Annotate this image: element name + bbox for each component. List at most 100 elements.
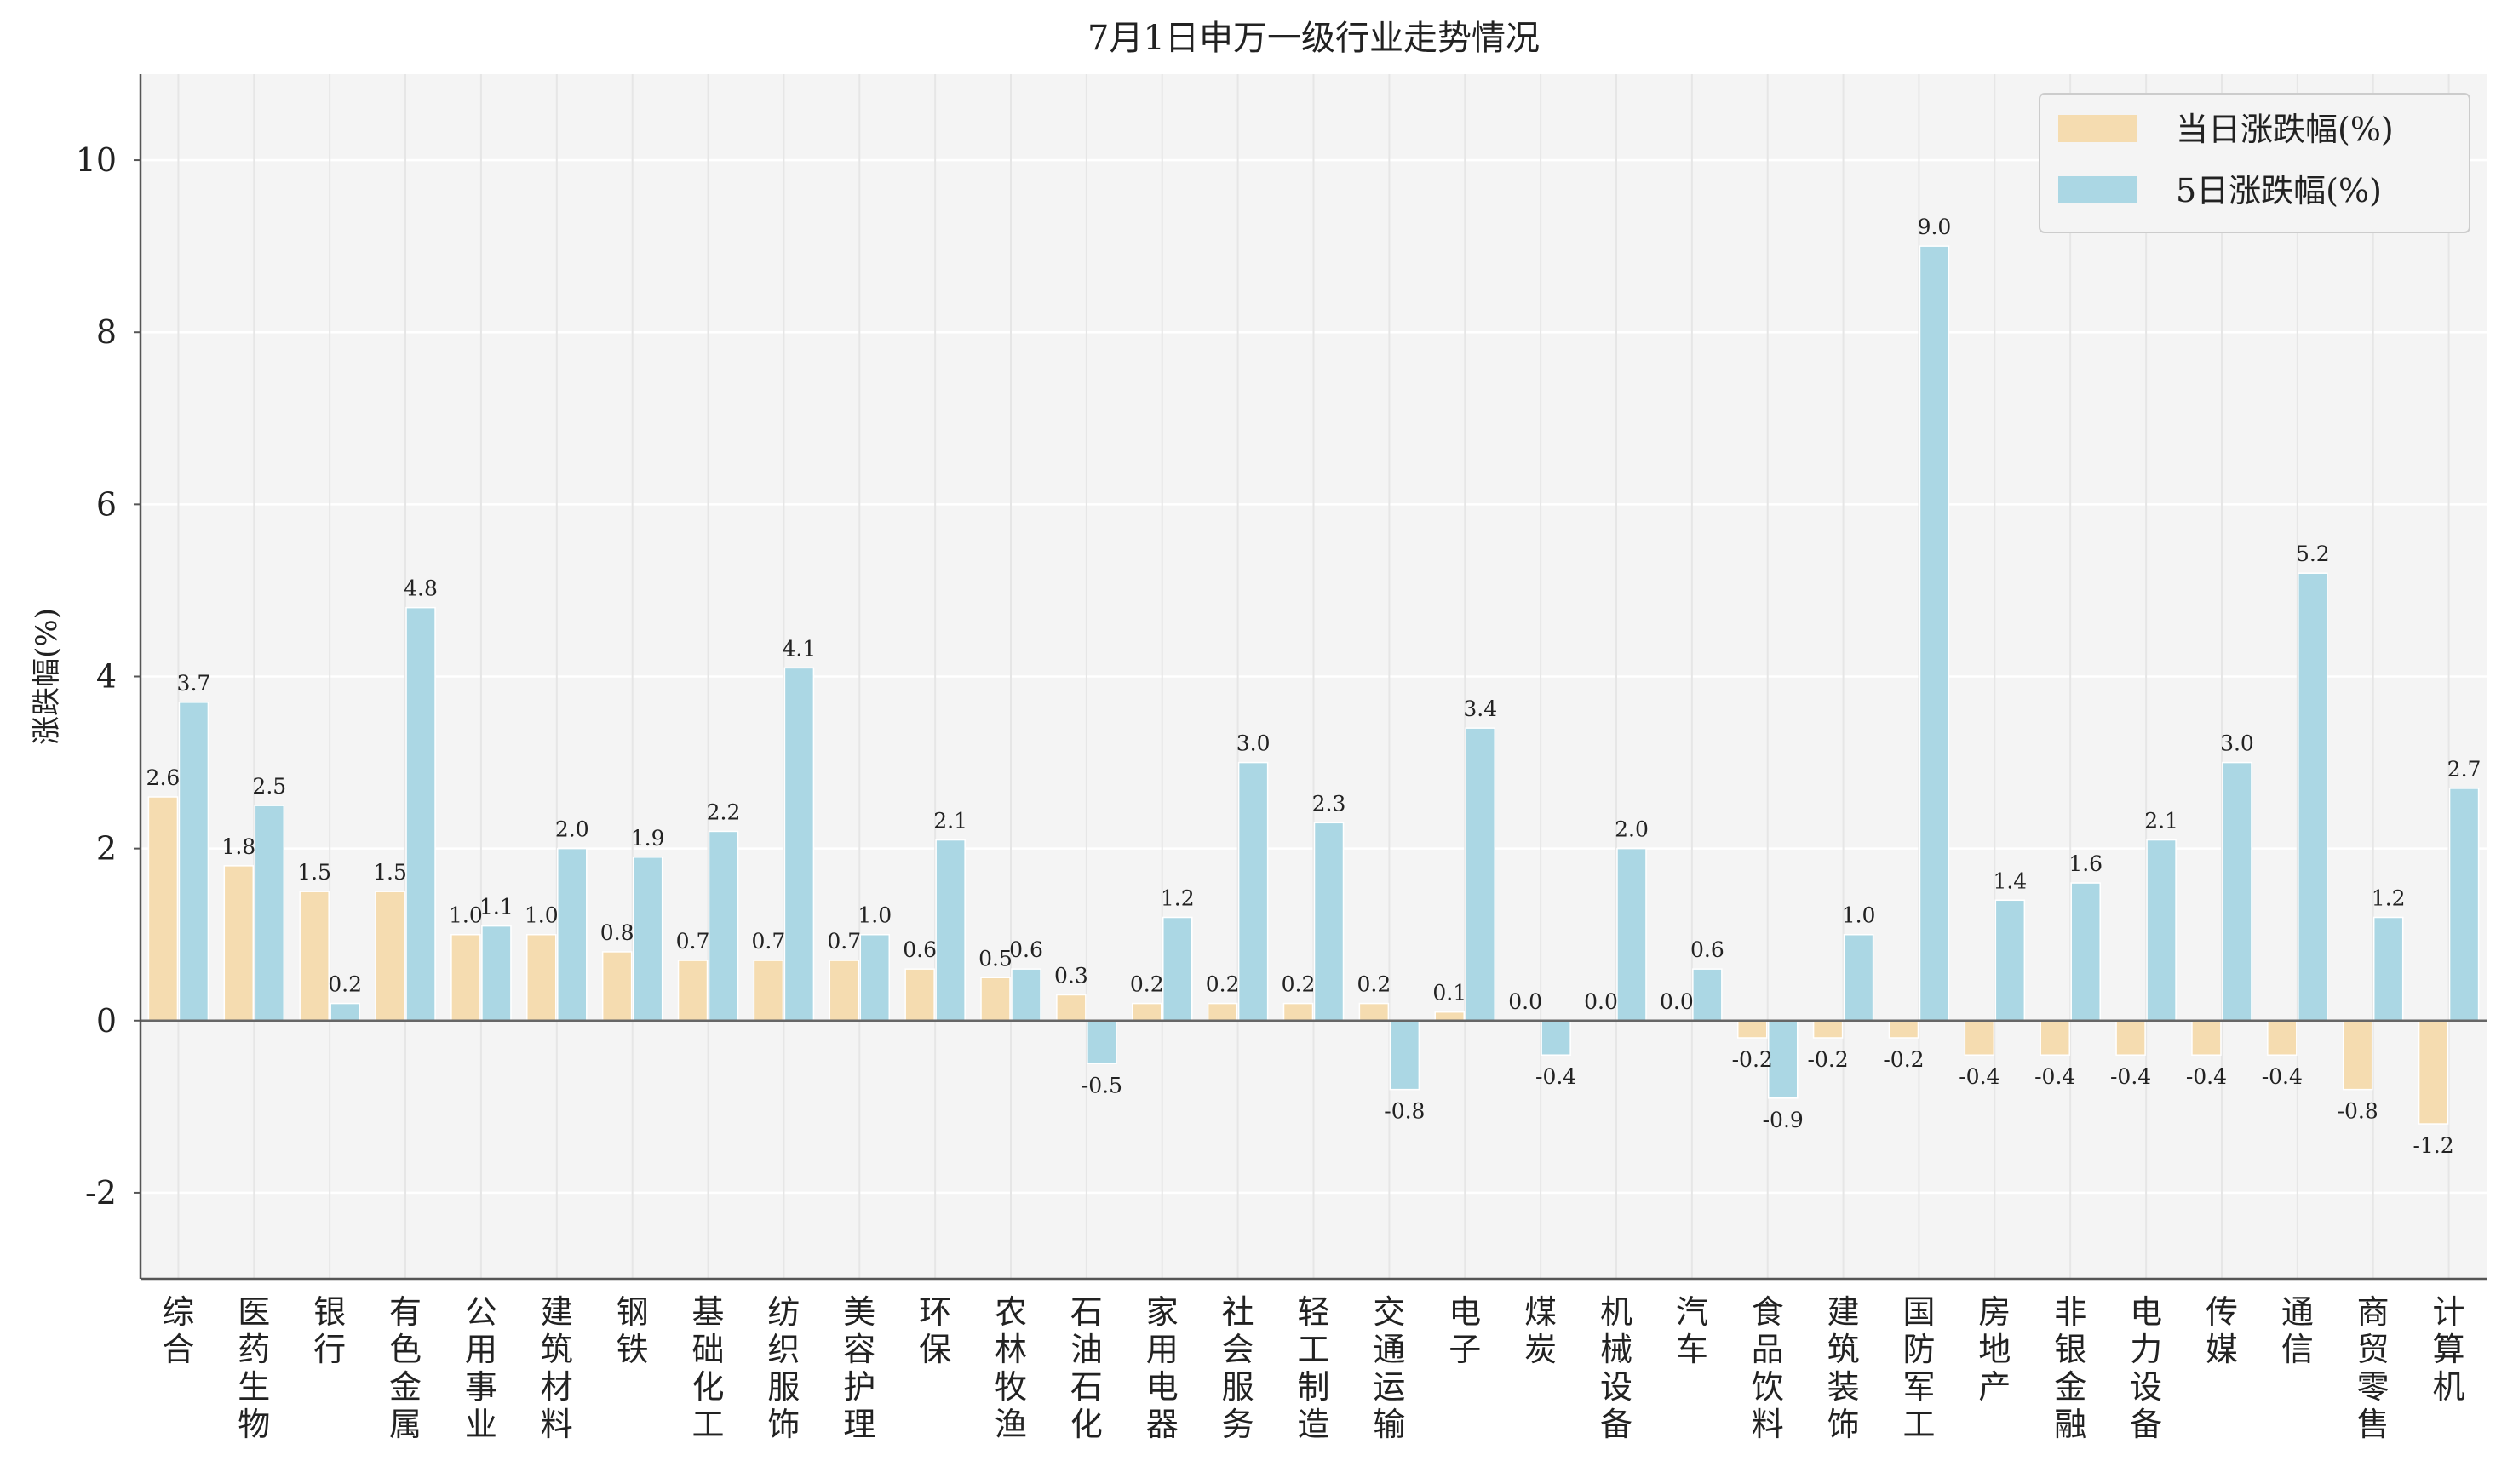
y-tick-label: 8 — [96, 313, 117, 351]
x-tick-label: 有色金属 — [389, 1293, 422, 1443]
data-label: 0.7 — [827, 929, 861, 954]
bar-daily — [753, 960, 784, 1022]
bar-daily — [1434, 1011, 1465, 1022]
data-label: 0.0 — [1508, 989, 1542, 1014]
data-label: 1.4 — [1993, 868, 2027, 893]
bar-five-day — [557, 847, 588, 1022]
data-label: -0.2 — [1732, 1047, 1773, 1072]
bar-daily — [829, 960, 860, 1022]
bars — [147, 245, 2480, 1125]
data-label: 0.2 — [1357, 972, 1391, 997]
data-label: 4.1 — [783, 636, 817, 661]
x-tick-label: 石油石化 — [1070, 1293, 1103, 1443]
bar-daily — [1132, 1002, 1162, 1022]
x-tick-label: 食品饮料 — [1752, 1293, 1784, 1443]
bar-daily — [2115, 1020, 2146, 1056]
bar-five-day — [330, 1002, 360, 1022]
data-label: 1.6 — [2068, 851, 2103, 876]
data-label: 1.0 — [858, 903, 892, 928]
bar-five-day — [2146, 839, 2177, 1022]
bar-daily — [1056, 994, 1087, 1022]
legend: 当日涨跌幅(%) 5日涨跌幅(%) — [2039, 93, 2470, 233]
data-label: 0.1 — [1432, 981, 1466, 1006]
data-label: 0.2 — [328, 972, 362, 997]
data-label: 1.2 — [2372, 886, 2406, 911]
x-tick-label: 机械设备 — [1600, 1293, 1632, 1443]
data-label: 3.0 — [1236, 731, 1271, 756]
bar-daily — [677, 960, 709, 1022]
x-tick-labels: 综合 医药生物 银行 有色金属 公用事业 建筑材料 钢铁 基础化工 纺织服饰 美容护理 环保 农林牧渔… — [162, 1293, 2464, 1443]
data-label: 9.0 — [1918, 215, 1952, 239]
chart-title: 7月1日申万一级行业走势情况 — [1087, 19, 1540, 58]
legend-box — [2039, 93, 2470, 233]
legend-swatch — [2058, 115, 2137, 142]
data-label: 0.2 — [1130, 972, 1164, 997]
bar-daily — [1736, 1020, 1768, 1039]
x-tick-label: 社会服务 — [1222, 1293, 1254, 1443]
bar-five-day — [1616, 847, 1647, 1022]
bar-five-day — [859, 933, 891, 1022]
data-label: 1.0 — [525, 903, 559, 928]
bar-five-day — [1313, 822, 1345, 1022]
x-tick-label: 银行 — [313, 1293, 346, 1368]
data-label: 2.7 — [2447, 757, 2481, 782]
data-label: 1.2 — [1161, 886, 1195, 911]
bar-daily — [601, 951, 633, 1022]
bar-five-day — [1541, 1020, 1571, 1056]
x-tick-label: 通信 — [2281, 1293, 2314, 1368]
data-label: 0.5 — [978, 946, 1013, 971]
data-label: -0.2 — [1883, 1047, 1924, 1072]
data-label: -0.4 — [2034, 1064, 2075, 1089]
data-label: -0.8 — [1384, 1099, 1425, 1124]
data-label: 3.0 — [2220, 731, 2254, 756]
x-tick-label: 商贸零售 — [2357, 1293, 2390, 1443]
y-tick-label: 0 — [96, 1002, 117, 1040]
data-label: 1.0 — [449, 903, 483, 928]
data-label: 1.5 — [373, 860, 407, 885]
y-axis-label: 涨跌幅(%) — [30, 608, 64, 745]
data-label: -0.4 — [1959, 1064, 1999, 1089]
x-tick-label: 房地产 — [1978, 1293, 2011, 1406]
legend-label: 当日涨跌幅(%) — [2176, 111, 2394, 148]
bar-daily — [450, 933, 481, 1022]
data-label: 5.2 — [2296, 541, 2330, 566]
x-tick-label: 农林牧渔 — [995, 1293, 1027, 1443]
y-tick-label: 2 — [96, 830, 117, 868]
bar-five-day — [708, 830, 739, 1022]
bar-five-day — [2070, 882, 2101, 1022]
data-label: 1.9 — [631, 826, 665, 851]
bar-daily — [1358, 1002, 1390, 1022]
data-label: 2.0 — [555, 817, 589, 842]
bar-five-day — [783, 667, 815, 1022]
bar-daily — [375, 891, 405, 1022]
data-label: -0.2 — [1807, 1047, 1848, 1072]
bar-daily — [1964, 1020, 1995, 1056]
data-label: 1.5 — [297, 860, 331, 885]
bar-daily — [2418, 1020, 2449, 1125]
data-label: 0.0 — [1660, 989, 1694, 1014]
data-label: -0.8 — [2338, 1099, 2378, 1124]
data-label: 0.6 — [1690, 937, 1724, 962]
bar-five-day — [935, 839, 966, 1022]
bar-daily — [904, 968, 935, 1022]
bar-five-day — [1237, 761, 1269, 1022]
bar-five-day — [1919, 245, 1950, 1022]
data-label: 2.3 — [1312, 791, 1346, 816]
x-tick-label: 电力设备 — [2130, 1293, 2162, 1443]
data-label: 3.4 — [1463, 696, 1497, 721]
bar-five-day — [1692, 968, 1723, 1022]
x-tick-label: 钢铁 — [617, 1293, 649, 1368]
bar-five-day — [632, 857, 663, 1022]
data-label: 1.8 — [221, 834, 255, 859]
x-tick-label: 计算机 — [2433, 1293, 2465, 1406]
x-tick-label: 美容护理 — [843, 1293, 875, 1443]
x-tick-label: 煤炭 — [1524, 1293, 1557, 1368]
x-tick-label: 综合 — [162, 1293, 194, 1368]
data-label: -0.4 — [2186, 1064, 2227, 1089]
y-tick-label: -2 — [85, 1174, 117, 1212]
bar-five-day — [2372, 916, 2404, 1022]
data-label: 2.6 — [146, 765, 181, 790]
bar-daily — [1207, 1002, 1238, 1022]
bar-daily — [2267, 1020, 2298, 1056]
